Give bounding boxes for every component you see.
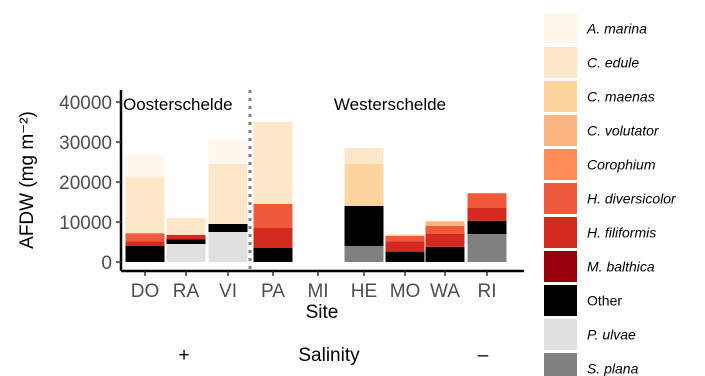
- bar-mo-h-filiformis: [385, 241, 425, 252]
- salinity-high-label: +: [178, 345, 189, 366]
- x-tick-label: DO: [131, 281, 160, 302]
- bar-ra-c-edule: [166, 218, 206, 235]
- bar-ra-h-filiformis: [166, 234, 206, 240]
- bar-wa-c-volutator: [425, 221, 465, 226]
- bar-ri-s-plana: [467, 234, 507, 262]
- bar-he-other: [344, 206, 384, 246]
- salinity-low-label: –: [478, 345, 489, 366]
- bar-pa-h-diversicolor: [253, 204, 293, 228]
- y-tick-label: 10000: [59, 213, 112, 234]
- x-tick-label: HE: [351, 281, 377, 302]
- legend-label: S. plana: [587, 361, 639, 376]
- legend-key: [544, 251, 577, 282]
- bar-vi-p-ulvae: [208, 232, 248, 262]
- bar-ri-h-filiformis: [467, 208, 507, 221]
- legend-key: [544, 217, 577, 248]
- x-tick-label: PA: [261, 281, 285, 302]
- legend-label: H. filiformis: [587, 225, 656, 241]
- bar-ra-p-ulvae: [166, 244, 206, 262]
- y-tick-label: 40000: [59, 93, 112, 114]
- bar-he-c-edule: [344, 148, 384, 164]
- legend-label: P. ulvae: [587, 327, 636, 343]
- legend-key: [544, 47, 577, 78]
- bar-do-other: [125, 246, 165, 262]
- bar-ri-h-diversicolor: [467, 193, 507, 208]
- legend-key: [544, 13, 577, 44]
- legend-label: C. volutator: [587, 123, 660, 139]
- x-tick-label: RA: [173, 281, 200, 302]
- bar-he-c-maenas: [344, 164, 384, 206]
- y-tick-label: 20000: [59, 173, 112, 194]
- bar-do-c-edule: [125, 177, 165, 234]
- legend-label: C. edule: [587, 55, 639, 71]
- bar-mo-h-diversicolor: [385, 236, 425, 242]
- legend-label: M. balthica: [587, 259, 655, 275]
- legend: A. marina C. edule C. maenas C. volutator Co…: [544, 13, 677, 376]
- bar-pa-h-filiformis: [253, 228, 293, 248]
- legend-key: [544, 81, 577, 112]
- legend-label: C. maenas: [587, 89, 655, 105]
- bar-wa-h-filiformis: [425, 234, 465, 247]
- bar-do-h-diversicolor: [125, 233, 165, 242]
- x-axis-title: Site: [306, 302, 339, 323]
- legend-label: A. marina: [586, 21, 647, 37]
- bar-ra-other: [166, 239, 206, 244]
- x-tick-label: RI: [478, 281, 497, 302]
- salinity-label: Salinity: [298, 345, 360, 366]
- bar-pa-other: [253, 248, 293, 262]
- legend-key: [544, 149, 577, 180]
- axes-layer: [119, 90, 524, 273]
- legend-key: [544, 353, 577, 376]
- bar-wa-h-diversicolor: [425, 226, 465, 234]
- region-labels: Oosterschelde Westerschelde: [123, 95, 446, 114]
- legend-key: [544, 285, 577, 316]
- y-tick-label: 0: [101, 253, 112, 274]
- x-tick-label: VI: [219, 281, 237, 302]
- x-tick-label: MO: [390, 281, 421, 302]
- bar-vi-a-marina: [208, 140, 248, 164]
- x-tick-label: MI: [307, 281, 328, 302]
- bar-mo-m-balthica: [385, 251, 425, 252]
- y-tick-label: 30000: [59, 133, 112, 154]
- bars-layer: [125, 122, 507, 262]
- region-label: Westerschelde: [334, 95, 446, 114]
- bar-mo-other: [385, 252, 425, 262]
- y-ticks: 0 10000 20000 30000 40000: [59, 93, 121, 274]
- bar-do-a-marina: [125, 154, 165, 178]
- legend-label: Other: [587, 293, 622, 309]
- bar-vi-c-edule: [208, 164, 248, 224]
- bar-he-s-plana: [344, 246, 384, 262]
- legend-label: Corophium: [587, 157, 656, 173]
- legend-key: [544, 115, 577, 146]
- legend-label: H. diversicolor: [587, 191, 677, 207]
- legend-key: [544, 319, 577, 350]
- bar-ri-other: [467, 220, 507, 234]
- y-axis-title: AFDW (mg m⁻²): [17, 111, 38, 249]
- bar-mo-c-maenas: [385, 234, 425, 236]
- bar-wa-other: [425, 246, 465, 262]
- x-tick-label: WA: [430, 281, 460, 302]
- bar-pa-c-edule: [253, 122, 293, 204]
- x-ticks: DO RA VI PA MI HE MO WA RI: [131, 271, 497, 302]
- legend-key: [544, 183, 577, 214]
- bar-do-h-filiformis: [125, 241, 165, 246]
- region-label: Oosterschelde: [123, 95, 233, 114]
- bar-vi-other: [208, 224, 248, 232]
